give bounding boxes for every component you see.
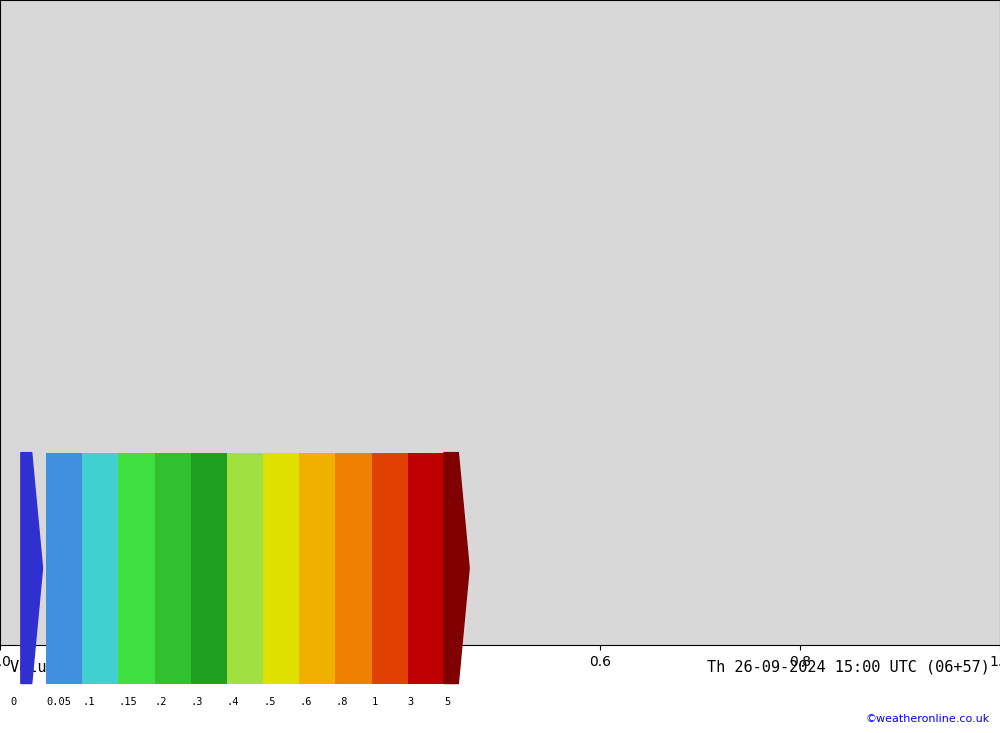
Bar bbox=[227, 452, 263, 683]
Text: .4: .4 bbox=[227, 697, 239, 707]
Text: 0: 0 bbox=[10, 697, 16, 707]
Text: .2: .2 bbox=[155, 697, 167, 707]
Bar bbox=[408, 452, 444, 683]
Bar bbox=[299, 452, 335, 683]
Text: 1: 1 bbox=[372, 697, 378, 707]
Bar bbox=[191, 452, 227, 683]
Bar bbox=[118, 452, 155, 683]
Text: Volumetric Soil Moisture [hPa] GFS: Volumetric Soil Moisture [hPa] GFS bbox=[10, 660, 320, 674]
Bar bbox=[155, 452, 191, 683]
FancyArrow shape bbox=[21, 452, 43, 683]
Text: 5: 5 bbox=[444, 697, 450, 707]
Text: ©weatheronline.co.uk: ©weatheronline.co.uk bbox=[866, 714, 990, 724]
Text: .1: .1 bbox=[82, 697, 95, 707]
Text: .6: .6 bbox=[299, 697, 312, 707]
Text: 0.05: 0.05 bbox=[46, 697, 71, 707]
Bar bbox=[372, 452, 408, 683]
Text: .15: .15 bbox=[118, 697, 137, 707]
Text: Th 26-09-2024 15:00 UTC (06+57): Th 26-09-2024 15:00 UTC (06+57) bbox=[707, 660, 990, 674]
Text: .3: .3 bbox=[191, 697, 203, 707]
Bar bbox=[263, 452, 299, 683]
Bar bbox=[335, 452, 372, 683]
Bar bbox=[46, 452, 82, 683]
Text: .8: .8 bbox=[335, 697, 348, 707]
Text: 3: 3 bbox=[408, 697, 414, 707]
Text: .5: .5 bbox=[263, 697, 276, 707]
Bar bbox=[82, 452, 118, 683]
FancyArrow shape bbox=[444, 452, 469, 683]
